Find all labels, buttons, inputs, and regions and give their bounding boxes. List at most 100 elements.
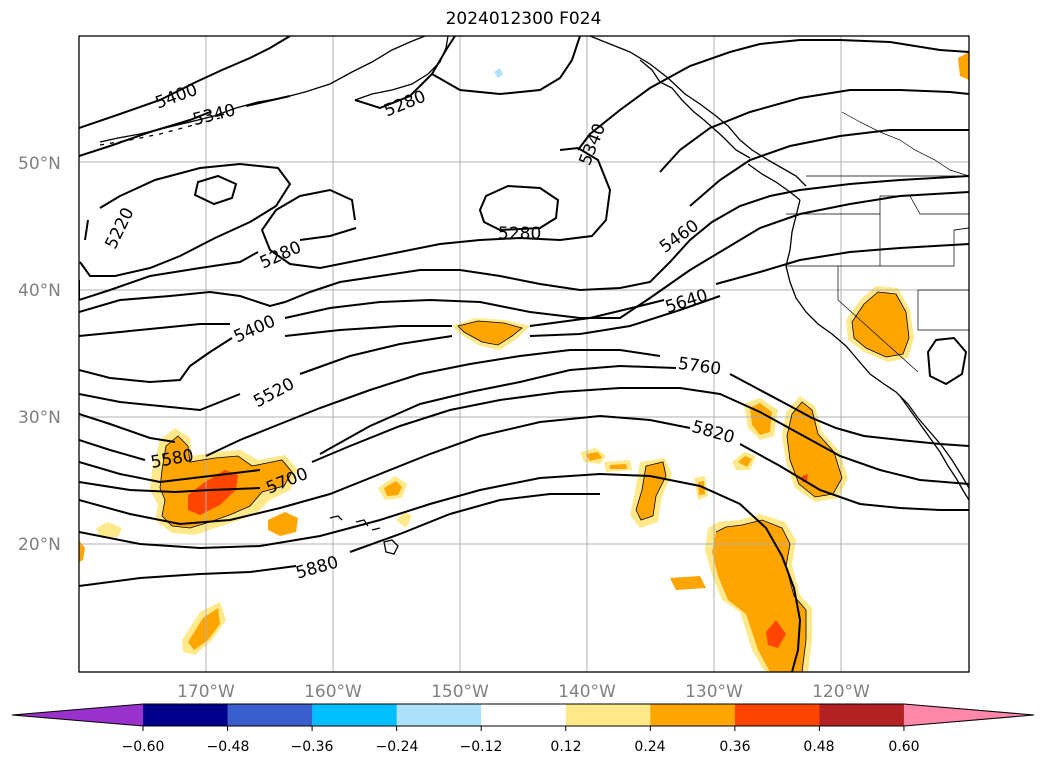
precip-outlines: [159, 291, 910, 672]
colorbar-segment: [650, 704, 736, 726]
map-title: 2024012300 F024: [445, 9, 602, 29]
colorbar-segment: [312, 704, 398, 726]
colorbar-tick-label: 0.24: [634, 739, 665, 755]
colorbar-segment: [481, 704, 567, 726]
precip-shading: [79, 52, 969, 672]
contour-east-5340: [577, 39, 969, 151]
contour-label: 5280: [498, 224, 541, 244]
colorbar-tick-label: −0.36: [291, 739, 334, 755]
colorbar-tick-label: −0.48: [207, 739, 250, 755]
lon-label: 170°W: [177, 682, 235, 702]
border-canada-prov: [841, 111, 969, 177]
precip-core-west: [188, 470, 238, 515]
contour-5340-mid: [260, 146, 612, 270]
coastline-us-west: [785, 199, 969, 489]
contour-5520-b: [299, 335, 453, 375]
coastline-hawaii: [329, 515, 399, 555]
longitude-labels: 170°W 160°W 150°W 140°W 130°W 120°W: [177, 682, 870, 702]
contour-5580-c: [205, 349, 661, 457]
precip-patch-subtrop-4: [670, 576, 706, 590]
coastline-baja: [899, 395, 969, 501]
contour-5400-mid: [79, 175, 969, 313]
latitude-labels: 50°N 40°N 30°N 20°N: [18, 154, 61, 555]
border-states-4: [917, 290, 969, 331]
contour-5580-a: [79, 413, 176, 443]
precip-patch-interior-core: [852, 292, 909, 357]
precip-patch-coast-3-core: [738, 456, 752, 467]
precip-patch-subtrop-2-core: [610, 464, 627, 469]
colorbar-tick-label: −0.24: [376, 739, 419, 755]
precip-patch-subtrop-1-core: [586, 452, 602, 461]
lat-label: 20°N: [18, 535, 61, 555]
contour-5280-west: [79, 251, 259, 302]
height-contours: [79, 36, 969, 672]
colorbar-segment: [565, 704, 651, 726]
coastline-bc: [589, 36, 807, 187]
colorbar-ticks: −0.60 −0.48 −0.36 −0.24 −0.12 0.12 0.24 …: [122, 739, 920, 755]
precip-patch-subtrop-3-core: [636, 462, 666, 520]
lat-label: 40°N: [18, 281, 61, 301]
graticule: [79, 36, 969, 672]
precip-patch-corner: [958, 52, 969, 80]
lat-label: 50°N: [18, 154, 61, 174]
colorbar-tick-label: −0.12: [460, 739, 503, 755]
precip-patch-subtrop-5-core: [698, 481, 705, 495]
contour-5640-b: [529, 299, 665, 327]
map-background: [79, 36, 969, 672]
contour-5700: [79, 481, 261, 494]
precip-patch-southwest-edge: [79, 540, 85, 562]
map-frame: [78, 35, 970, 673]
contour-5880-south: [79, 565, 297, 587]
colorbar: −0.60 −0.48 −0.36 −0.24 −0.12 0.12 0.24 …: [11, 703, 1035, 755]
contour-5400-west: [79, 337, 233, 384]
contour-5640-west: [284, 325, 452, 337]
contour-5700-b: [311, 387, 969, 485]
contour-5280-north: [354, 36, 456, 110]
lon-label: 130°W: [685, 682, 743, 702]
colorbar-segments: [11, 703, 1035, 731]
lat-label: 30°N: [18, 408, 61, 428]
precip-patch-small-1: [268, 512, 298, 536]
colorbar-tick-label: 0.48: [803, 739, 834, 755]
colorbar-tick-label: 0.12: [550, 739, 581, 755]
precip-patch-coast-2-core: [787, 402, 842, 497]
contour-5220: [79, 162, 292, 277]
contour-5760-b: [319, 364, 677, 455]
lon-label: 160°W: [304, 682, 362, 702]
colorbar-segment: [227, 704, 313, 726]
contour-5760-c: [729, 373, 969, 447]
lon-label: 150°W: [431, 682, 489, 702]
colorbar-extend-min: [12, 704, 143, 726]
contour-5520: [79, 393, 241, 412]
contour-5280-loop: [478, 184, 560, 232]
contour-5520-c: [529, 295, 721, 337]
precip-patch-mid-core: [458, 321, 522, 345]
contour-5280-b: [299, 227, 357, 241]
border-states-6: [918, 227, 969, 291]
precip-patch-south-core: [188, 608, 220, 650]
precip-core-southeast: [766, 620, 786, 648]
colorbar-extend-max: [903, 704, 1034, 726]
contour-east-5460: [689, 129, 969, 207]
lon-label: 140°W: [558, 682, 616, 702]
coastline-bc-islands: [639, 59, 801, 201]
colorbar-tick-label: −0.60: [122, 739, 165, 755]
contour-5400-north: [79, 36, 291, 129]
contour-loop-east: [926, 336, 968, 386]
colorbar-tick-label: 0.60: [888, 739, 919, 755]
contour-5460: [79, 323, 230, 337]
contour-5820-b: [739, 443, 969, 511]
precip-patch-small-3-core: [384, 481, 402, 496]
lon-label: 120°W: [812, 682, 870, 702]
colorbar-segment: [819, 704, 905, 726]
contour-5220-loop: [193, 174, 238, 206]
colorbar-segment: [143, 704, 229, 726]
contour-5640-c: [715, 243, 969, 285]
contour-5760: [79, 461, 261, 484]
contour-5580-b: [79, 439, 146, 461]
colorbar-segment: [396, 704, 482, 726]
contour-5880: [79, 472, 802, 672]
colorbar-segment: [734, 704, 820, 726]
border-states-3: [837, 266, 919, 373]
